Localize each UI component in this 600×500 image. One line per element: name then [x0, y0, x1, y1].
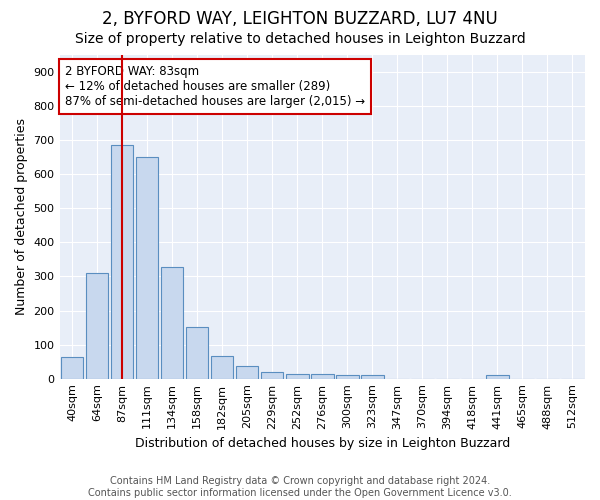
Bar: [61, 356, 83, 378]
Bar: [336, 376, 359, 378]
X-axis label: Distribution of detached houses by size in Leighton Buzzard: Distribution of detached houses by size …: [134, 437, 510, 450]
Bar: [161, 267, 184, 378]
Y-axis label: Number of detached properties: Number of detached properties: [15, 118, 28, 316]
Bar: [311, 374, 334, 378]
Text: 2, BYFORD WAY, LEIGHTON BUZZARD, LU7 4NU: 2, BYFORD WAY, LEIGHTON BUZZARD, LU7 4NU: [102, 10, 498, 28]
Bar: [211, 356, 233, 378]
Bar: [111, 146, 133, 378]
Bar: [136, 156, 158, 378]
Bar: [86, 273, 109, 378]
Bar: [186, 326, 208, 378]
Text: Contains HM Land Registry data © Crown copyright and database right 2024.
Contai: Contains HM Land Registry data © Crown c…: [88, 476, 512, 498]
Bar: [236, 366, 259, 378]
Bar: [486, 374, 509, 378]
Bar: [361, 376, 383, 378]
Bar: [286, 374, 308, 378]
Text: 2 BYFORD WAY: 83sqm
← 12% of detached houses are smaller (289)
87% of semi-detac: 2 BYFORD WAY: 83sqm ← 12% of detached ho…: [65, 64, 365, 108]
Bar: [261, 372, 283, 378]
Text: Size of property relative to detached houses in Leighton Buzzard: Size of property relative to detached ho…: [74, 32, 526, 46]
